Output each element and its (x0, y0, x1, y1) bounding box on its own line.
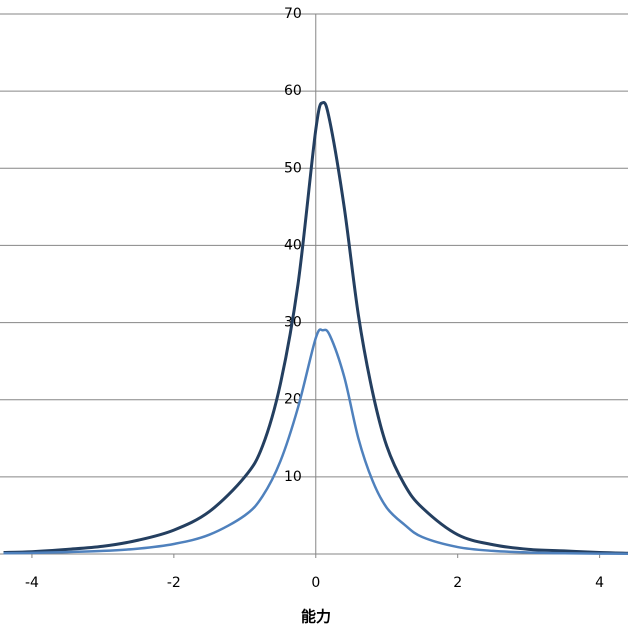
series-line (3, 328, 628, 556)
y-tick-label: 10 (284, 469, 302, 485)
y-tick-label: 60 (284, 83, 302, 99)
y-tick-label: 70 (284, 6, 302, 22)
x-tick-label: 2 (453, 575, 462, 591)
y-tick-label: 50 (284, 160, 302, 176)
x-tick-label: -2 (167, 575, 181, 591)
x-tick-label: 0 (311, 575, 320, 591)
y-tick-label: 20 (284, 392, 302, 408)
x-axis-label: 能力 (301, 608, 331, 626)
y-tick-label: 40 (284, 237, 302, 253)
x-tick-label: 4 (595, 575, 604, 591)
series-line (3, 101, 628, 555)
x-tick-label: -4 (25, 575, 39, 591)
